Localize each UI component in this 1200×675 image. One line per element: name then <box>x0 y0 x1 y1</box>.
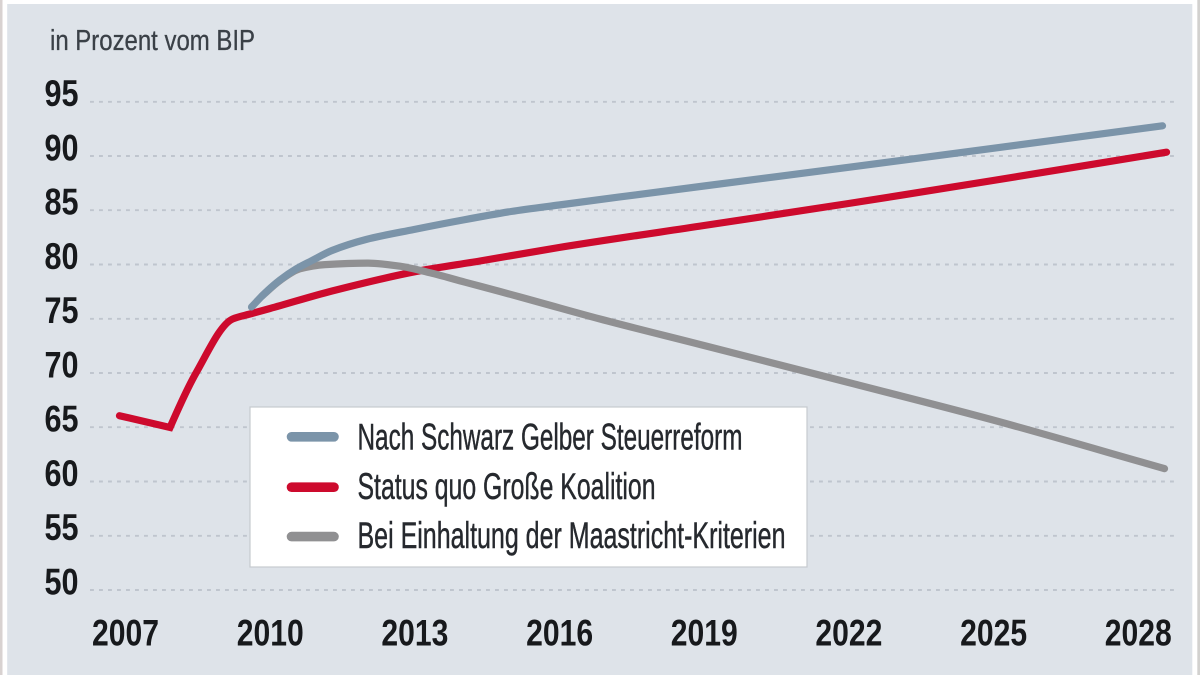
svg-text:Status quo Große Koalition: Status quo Große Koalition <box>358 466 656 507</box>
svg-text:2019: 2019 <box>671 613 738 654</box>
svg-text:2022: 2022 <box>815 613 882 654</box>
svg-text:2016: 2016 <box>526 613 593 654</box>
svg-text:in Prozent vom BIP: in Prozent vom BIP <box>50 25 255 57</box>
svg-text:2010: 2010 <box>237 613 304 654</box>
svg-text:90: 90 <box>45 127 79 168</box>
svg-text:2025: 2025 <box>960 613 1027 654</box>
svg-text:80: 80 <box>45 236 79 277</box>
svg-text:50: 50 <box>45 561 79 602</box>
svg-text:60: 60 <box>45 453 79 494</box>
svg-text:2028: 2028 <box>1105 613 1172 654</box>
svg-text:Bei Einhaltung der Maastricht-: Bei Einhaltung der Maastricht-Kriterien <box>358 515 786 556</box>
svg-text:Nach Schwarz Gelber Steuerrefo: Nach Schwarz Gelber Steuerreform <box>358 417 743 458</box>
svg-text:75: 75 <box>45 290 79 331</box>
svg-text:95: 95 <box>45 73 79 114</box>
svg-text:65: 65 <box>45 399 79 440</box>
svg-text:70: 70 <box>45 344 79 385</box>
svg-text:85: 85 <box>45 182 79 223</box>
svg-text:2007: 2007 <box>92 613 159 654</box>
svg-text:55: 55 <box>45 507 79 548</box>
svg-text:2013: 2013 <box>381 613 448 654</box>
